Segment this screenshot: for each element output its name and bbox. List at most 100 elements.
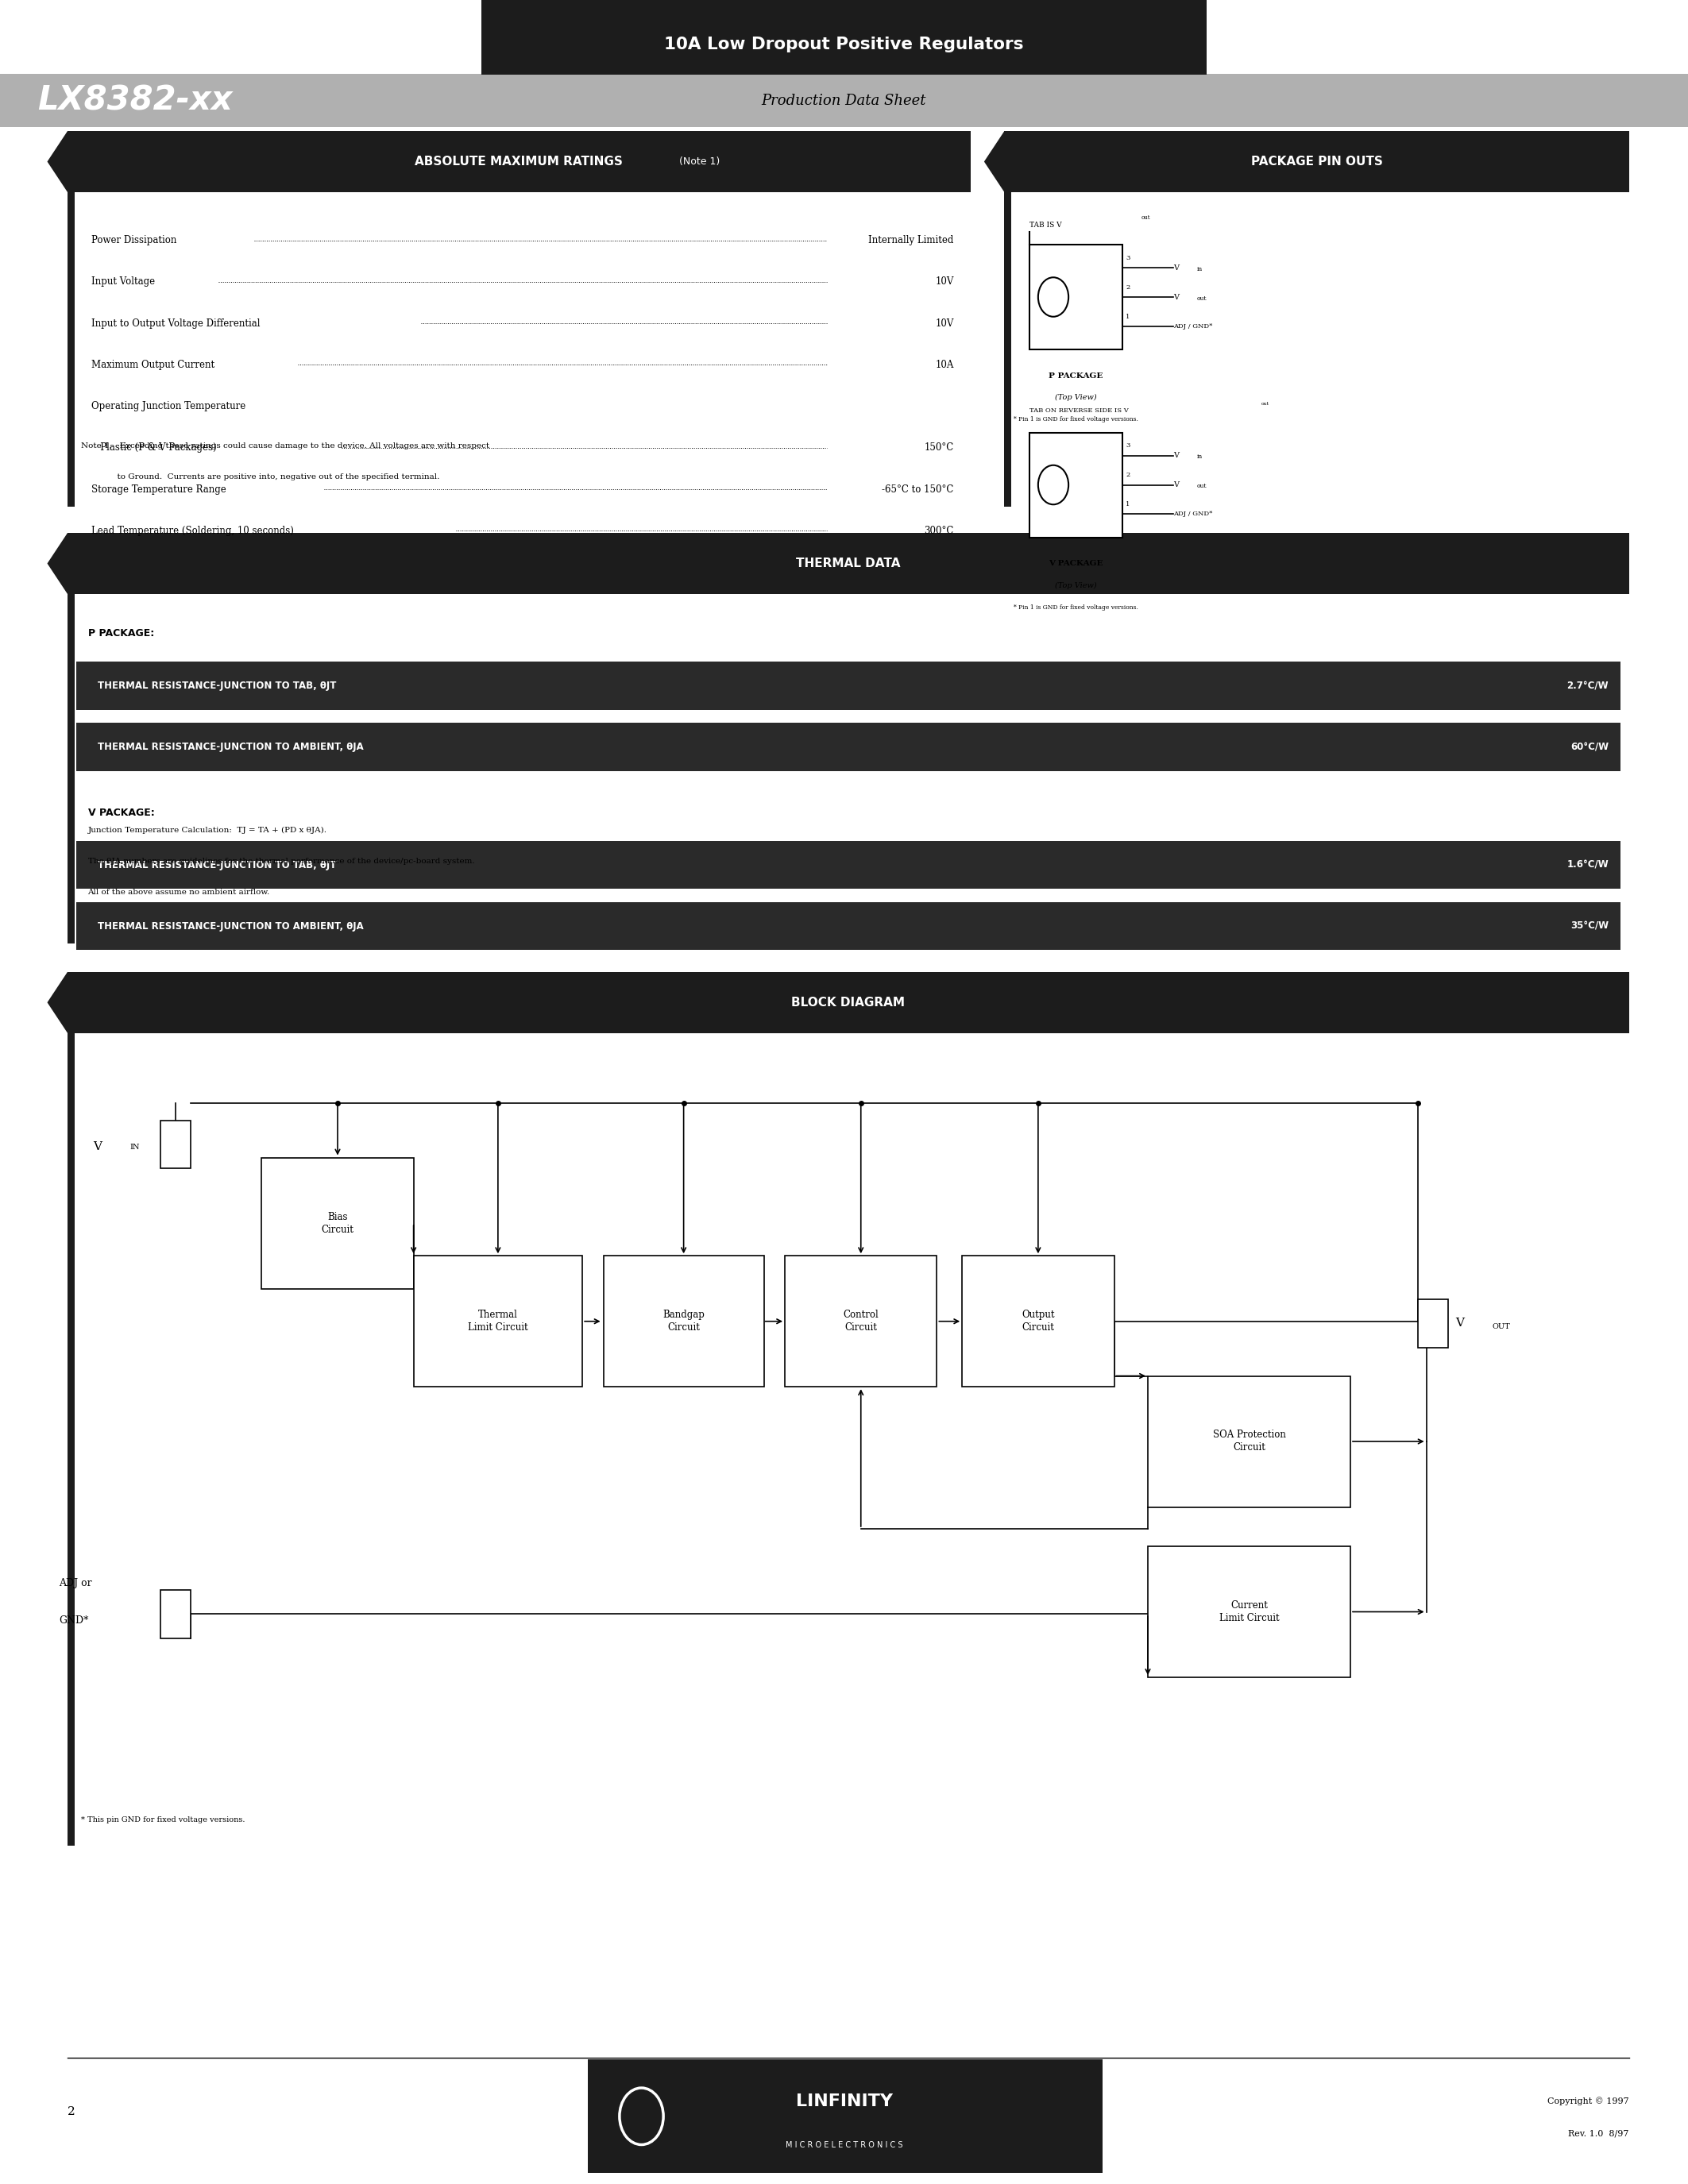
Text: 3: 3 [1126,256,1131,262]
Text: SOA Protection
Circuit: SOA Protection Circuit [1212,1431,1286,1452]
Text: (Top View): (Top View) [1055,393,1097,402]
Bar [1030,245,1123,349]
Text: Storage Temperature Range: Storage Temperature Range [91,485,226,494]
Text: BLOCK DIAGRAM: BLOCK DIAGRAM [792,996,905,1009]
Text: Operating Junction Temperature: Operating Junction Temperature [91,402,245,411]
Text: THERMAL RESISTANCE-JUNCTION TO AMBIENT, θJA: THERMAL RESISTANCE-JUNCTION TO AMBIENT, … [98,922,365,930]
Text: (Top View): (Top View) [1055,581,1097,590]
Text: PACKAGE PIN OUTS: PACKAGE PIN OUTS [1251,155,1382,168]
Text: Input to Output Voltage Differential: Input to Output Voltage Differential [91,319,260,328]
Text: 10A: 10A [935,360,954,369]
Text: 1: 1 [1126,502,1131,507]
Bar [160,1590,191,1638]
Text: 60°C/W: 60°C/W [1570,743,1609,751]
Bar [76,723,1620,771]
Text: TAB IS V: TAB IS V [1030,221,1062,229]
Bar [68,1033,74,1845]
Text: The θJA numbers are guidelines for the thermal performance of the device/pc-boar: The θJA numbers are guidelines for the t… [88,858,474,865]
Text: out: out [1261,402,1269,406]
Text: -65°C to 150°C: -65°C to 150°C [881,485,954,494]
Text: IN: IN [130,1144,140,1151]
Text: ADJ / GND*: ADJ / GND* [1173,511,1212,518]
Bar [962,1256,1114,1387]
Text: 3: 3 [1126,443,1131,450]
Bar [1148,1376,1350,1507]
Text: 150°C: 150°C [923,443,954,452]
Text: to Ground.  Currents are positive into, negative out of the specified terminal.: to Ground. Currents are positive into, n… [81,474,439,480]
Text: ADJ or: ADJ or [59,1579,93,1588]
Text: 2.7°C/W: 2.7°C/W [1566,681,1609,690]
Bar [785,1256,937,1387]
Text: 1: 1 [1126,314,1131,319]
Text: Junction Temperature Calculation:  TJ = TA + (PD x θJA).: Junction Temperature Calculation: TJ = T… [88,828,327,834]
Text: Note 1.   Exceeding these ratings could cause damage to the device. All voltages: Note 1. Exceeding these ratings could ca… [81,443,490,450]
Bar [0,74,1688,127]
Text: Rev. 1.0  8/97: Rev. 1.0 8/97 [1568,2129,1629,2138]
Text: TAB ON REVERSE SIDE IS V: TAB ON REVERSE SIDE IS V [1030,408,1129,413]
Text: 35°C/W: 35°C/W [1570,922,1609,930]
Bar [68,131,971,192]
Bar [68,972,1629,1033]
Bar [76,902,1620,950]
Text: Power Dissipation: Power Dissipation [91,236,177,245]
Text: 10A Low Dropout Positive Regulators: 10A Low Dropout Positive Regulators [665,37,1023,52]
Text: LINFINITY: LINFINITY [795,2092,893,2110]
Bar [604,1256,763,1387]
Text: V: V [1173,480,1178,489]
Text: out: out [1197,295,1207,301]
Text: All of the above assume no ambient airflow.: All of the above assume no ambient airfl… [88,889,270,895]
Bar [262,1158,414,1289]
Text: Copyright © 1997: Copyright © 1997 [1548,2097,1629,2105]
Text: V PACKAGE:: V PACKAGE: [88,808,154,817]
Text: V: V [1173,452,1178,459]
Bar [68,594,74,943]
Text: GND*: GND* [59,1616,89,1625]
Text: M I C R O E L E C T R O N I C S: M I C R O E L E C T R O N I C S [785,2140,903,2149]
Text: (Note 1): (Note 1) [679,157,721,166]
Text: Maximum Output Current: Maximum Output Current [91,360,214,369]
Text: V: V [1173,293,1178,301]
Bar [68,533,1629,594]
Text: Bandgap
Circuit: Bandgap Circuit [663,1310,704,1332]
Text: 300°C: 300°C [923,526,954,535]
Text: V: V [93,1140,101,1153]
Text: P PACKAGE:: P PACKAGE: [88,629,154,638]
Text: in: in [1197,454,1202,461]
Polygon shape [47,533,68,594]
Text: ADJ / GND*: ADJ / GND* [1173,323,1212,330]
Text: Lead Temperature (Soldering, 10 seconds): Lead Temperature (Soldering, 10 seconds) [91,526,294,535]
Text: in: in [1197,266,1202,273]
Polygon shape [47,972,68,1033]
Text: * Pin 1 is GND for fixed voltage versions.: * Pin 1 is GND for fixed voltage version… [1014,605,1138,609]
Bar [1004,131,1629,192]
Bar [76,841,1620,889]
Text: Control
Circuit: Control Circuit [842,1310,879,1332]
Text: Internally Limited: Internally Limited [868,236,954,245]
Text: OUT: OUT [1492,1324,1511,1330]
Text: 2: 2 [1126,472,1129,478]
Text: THERMAL RESISTANCE-JUNCTION TO AMBIENT, θJA: THERMAL RESISTANCE-JUNCTION TO AMBIENT, … [98,743,365,751]
Text: Production Data Sheet: Production Data Sheet [761,94,927,107]
Text: Bias
Circuit: Bias Circuit [321,1212,354,1234]
Text: out: out [1197,483,1207,489]
Polygon shape [984,131,1004,192]
Text: Output
Circuit: Output Circuit [1021,1310,1055,1332]
Text: out: out [1141,214,1150,221]
Text: 10V: 10V [935,319,954,328]
Polygon shape [47,131,68,192]
Text: THERMAL RESISTANCE-JUNCTION TO TAB, θJT: THERMAL RESISTANCE-JUNCTION TO TAB, θJT [98,681,336,690]
Circle shape [1038,277,1069,317]
Text: * This pin GND for fixed voltage versions.: * This pin GND for fixed voltage version… [81,1817,245,1824]
Bar [414,1256,582,1387]
Text: 2: 2 [1126,284,1129,290]
Bar [587,2060,1102,2173]
Circle shape [630,2101,653,2132]
Bar [160,1120,191,1168]
Circle shape [1038,465,1069,505]
Bar [68,192,74,507]
Text: 2: 2 [68,2105,76,2118]
Text: THERMAL RESISTANCE-JUNCTION TO TAB, θJT: THERMAL RESISTANCE-JUNCTION TO TAB, θJT [98,860,336,869]
Text: V: V [1173,264,1178,271]
Text: Input Voltage: Input Voltage [91,277,155,286]
Bar [1030,432,1123,537]
